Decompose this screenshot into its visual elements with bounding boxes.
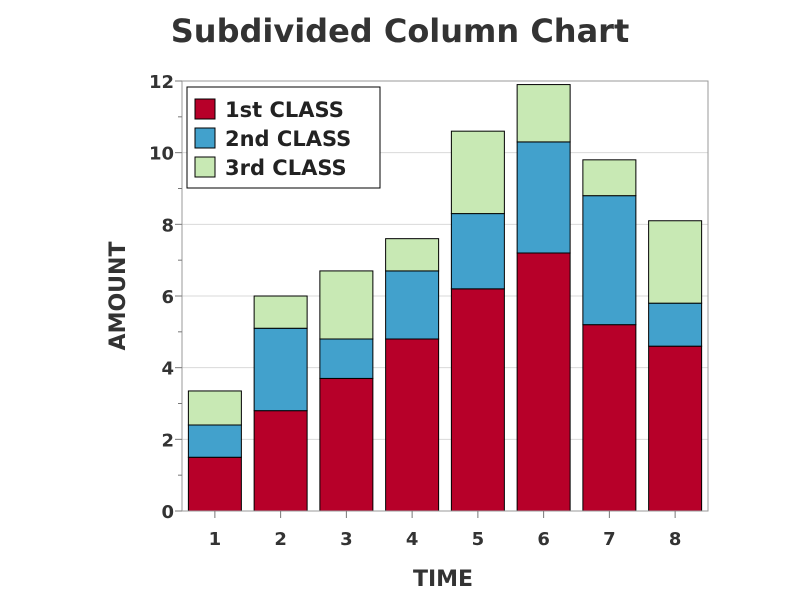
bar-segment-2-6 — [516, 141, 571, 254]
bar-segment-1-4 — [385, 338, 440, 512]
bar-segment-2-2 — [253, 327, 308, 412]
y-tick-label: 0 — [161, 502, 174, 523]
bar-segment-3-2 — [253, 295, 308, 329]
bar-segment-3-4 — [385, 238, 440, 272]
bar-segment-2-8 — [648, 302, 703, 347]
bar-segment-1-1 — [187, 456, 242, 512]
bar-segment-2-3 — [319, 338, 374, 379]
bar-segment-1-5 — [450, 288, 505, 512]
bar-segment-3-8 — [648, 220, 703, 304]
legend-label: 2nd CLASS — [225, 127, 351, 151]
y-tick-label: 6 — [161, 287, 174, 308]
legend-swatch — [194, 127, 216, 149]
x-tick-label: 7 — [603, 529, 616, 550]
chart-title: Subdivided Column Chart — [171, 12, 630, 50]
x-tick-label: 3 — [340, 529, 353, 550]
y-tick-label: 2 — [161, 430, 174, 451]
bar-segment-1-7 — [582, 324, 637, 512]
legend-swatch — [194, 156, 216, 178]
legend-box — [186, 86, 381, 189]
bar-segment-2-5 — [450, 213, 505, 290]
x-tick-label: 1 — [209, 529, 222, 550]
y-tick-label: 12 — [149, 72, 174, 93]
bars — [187, 84, 703, 512]
bar-segment-1-8 — [648, 345, 703, 512]
x-tick-label: 8 — [669, 529, 682, 550]
bar-segment-1-3 — [319, 377, 374, 512]
y-tick-label: 4 — [161, 359, 174, 380]
x-tick-label: 6 — [537, 529, 550, 550]
bar-segment-2-4 — [385, 270, 440, 340]
legend: 1st CLASS 2nd CLASS 3rd CLASS — [186, 86, 381, 189]
x-tick-label: 5 — [472, 529, 485, 550]
bar-segment-1-6 — [516, 252, 571, 512]
y-axis-label: AMOUNT — [106, 242, 131, 351]
bar-segment-3-1 — [187, 390, 242, 426]
legend-label: 1st CLASS — [225, 98, 344, 122]
x-axis-label: TIME — [413, 567, 473, 592]
legend-swatch — [194, 98, 216, 120]
x-tick-label: 2 — [274, 529, 287, 550]
bar-segment-1-2 — [253, 410, 308, 512]
legend-label: 3rd CLASS — [225, 156, 347, 180]
bar-segment-3-5 — [450, 130, 505, 215]
y-tick-label: 8 — [161, 215, 174, 236]
bar-segment-3-6 — [516, 84, 571, 143]
bar-segment-2-7 — [582, 195, 637, 326]
bar-segment-3-3 — [319, 270, 374, 340]
bar-segment-2-1 — [187, 424, 242, 458]
x-tick-label: 4 — [406, 529, 419, 550]
bar-segment-3-7 — [582, 159, 637, 197]
y-tick-label: 10 — [149, 144, 174, 165]
